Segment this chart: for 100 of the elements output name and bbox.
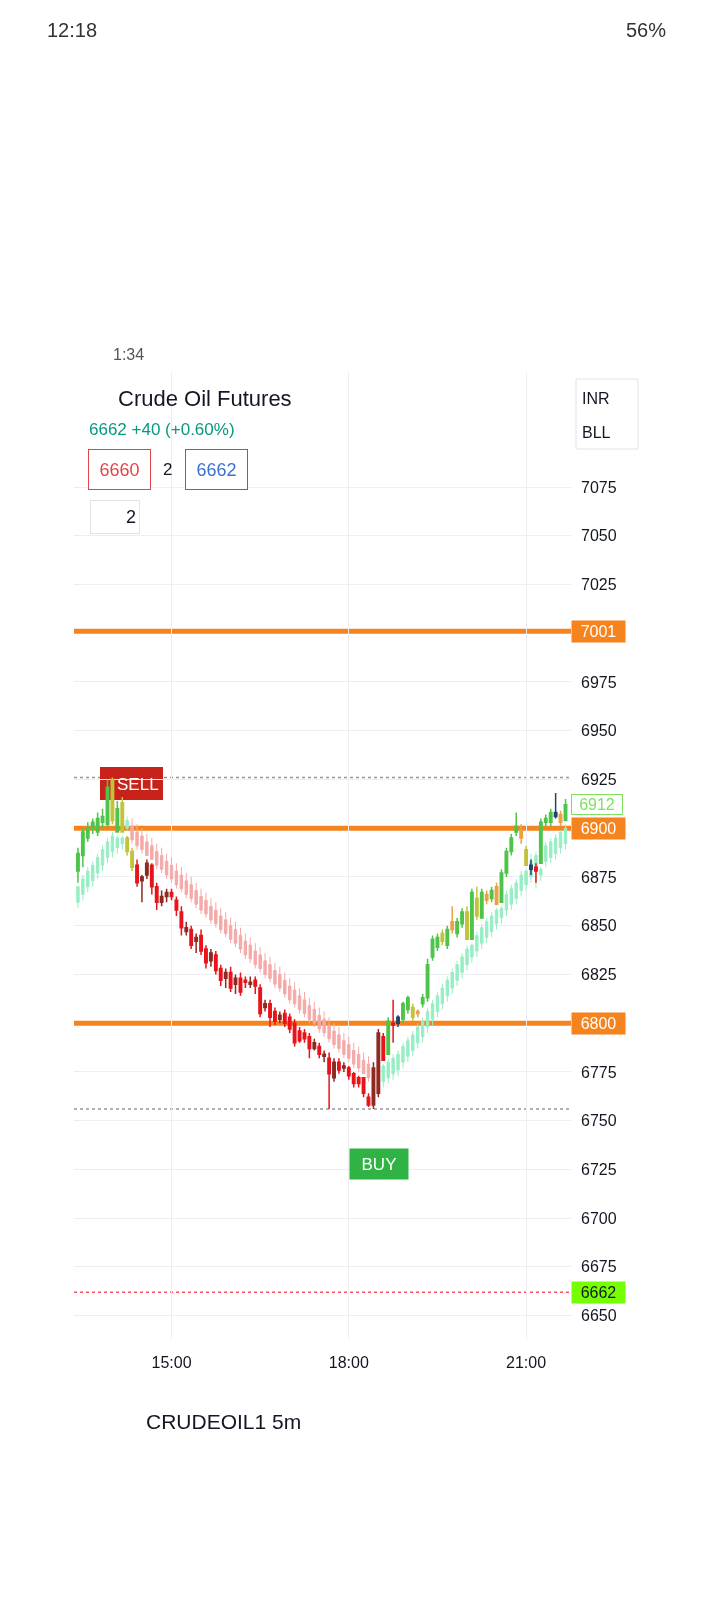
text: 12:18 bbox=[47, 19, 98, 41]
candlestick bbox=[208, 948, 213, 968]
x-tick-label: 18:00 bbox=[328, 1354, 369, 1371]
annotation: BUY bbox=[361, 1154, 397, 1174]
ref-line-label: 7001 bbox=[580, 623, 617, 640]
candlestick bbox=[440, 928, 445, 946]
y-tick-label: 6775 bbox=[581, 1063, 617, 1081]
candlestick bbox=[302, 991, 307, 1018]
candlestick bbox=[563, 823, 568, 851]
candlestick bbox=[243, 932, 248, 960]
candlestick bbox=[169, 856, 174, 884]
candlestick bbox=[307, 1032, 312, 1060]
ref-line-label: 6800 bbox=[580, 1015, 617, 1032]
candlestick bbox=[524, 845, 529, 866]
candlestick bbox=[548, 807, 553, 828]
y-tick-label: 6750 bbox=[581, 1112, 617, 1130]
candlestick bbox=[312, 1038, 317, 1052]
y-tick-label: 6875 bbox=[581, 868, 617, 886]
candlestick bbox=[553, 792, 558, 820]
annotation: 2 bbox=[125, 507, 136, 527]
annotation: SELL bbox=[117, 775, 159, 794]
candlestick bbox=[494, 907, 499, 931]
candlestick bbox=[253, 975, 258, 995]
y-tick-label: 6700 bbox=[581, 1209, 617, 1227]
candlestick bbox=[277, 1010, 282, 1024]
y-tick-label: 6825 bbox=[581, 966, 617, 984]
candlestick bbox=[110, 776, 115, 826]
candlestick bbox=[558, 829, 563, 855]
candlestick bbox=[415, 1008, 420, 1019]
x-tick-label: 21:00 bbox=[506, 1354, 547, 1371]
y-tick-label: 6950 bbox=[581, 722, 617, 740]
candlestick bbox=[248, 975, 253, 989]
text: CRUDEOIL1 5m bbox=[146, 1410, 302, 1433]
y-tick-label: 6850 bbox=[581, 917, 617, 935]
candlestick bbox=[539, 866, 543, 882]
text: 1:34 bbox=[113, 346, 145, 363]
candlestick bbox=[105, 837, 110, 864]
candlestick bbox=[519, 823, 524, 845]
candlestick bbox=[159, 847, 164, 874]
candlestick bbox=[514, 811, 519, 837]
candlestick bbox=[430, 999, 435, 1026]
candlestick bbox=[100, 845, 105, 872]
y-tick-label: 7050 bbox=[581, 527, 617, 545]
candlestick bbox=[263, 999, 268, 1013]
text: BLL bbox=[582, 424, 611, 441]
y-tick-label: 6975 bbox=[581, 673, 617, 691]
x-tick-label: 15:00 bbox=[151, 1354, 192, 1371]
candlestick bbox=[110, 831, 115, 858]
candlestick bbox=[386, 1016, 391, 1056]
annotation: 6660 bbox=[99, 459, 140, 480]
candlestick bbox=[332, 1057, 336, 1083]
candlestick bbox=[144, 858, 149, 880]
candlestick bbox=[184, 921, 189, 937]
candlestick bbox=[410, 1002, 415, 1022]
text: 6662 +40 (+0.60%) bbox=[89, 420, 235, 439]
ref-line-label: 6900 bbox=[580, 820, 617, 837]
candlestick bbox=[179, 905, 184, 937]
candlestick bbox=[258, 983, 263, 1019]
candlestick bbox=[140, 874, 144, 904]
candlestick bbox=[164, 887, 169, 904]
text: 6912 bbox=[579, 796, 615, 813]
candlestick bbox=[474, 885, 479, 921]
candlestick bbox=[164, 853, 169, 880]
candlestick bbox=[391, 999, 396, 1044]
candlestick bbox=[135, 858, 140, 888]
candlestick bbox=[484, 889, 489, 905]
candlestick bbox=[356, 1046, 361, 1073]
candlestick bbox=[223, 967, 228, 989]
candlestick bbox=[228, 965, 233, 993]
candlestick bbox=[450, 905, 455, 935]
text: 56% bbox=[626, 19, 667, 41]
candlestick bbox=[361, 1077, 366, 1098]
candlestick bbox=[336, 1057, 341, 1075]
candlestick bbox=[327, 1051, 332, 1110]
candlestick bbox=[445, 924, 450, 950]
candlestick bbox=[194, 932, 199, 954]
candlestick bbox=[489, 885, 494, 904]
candlestick bbox=[469, 887, 474, 941]
candlestick bbox=[125, 816, 129, 831]
y-tick-label: 6725 bbox=[581, 1160, 617, 1178]
candlestick bbox=[396, 1014, 400, 1028]
y-tick-label: 7075 bbox=[581, 478, 617, 496]
candlestick bbox=[361, 1051, 366, 1075]
candlestick bbox=[465, 905, 469, 941]
y-tick-label: 6925 bbox=[581, 771, 617, 789]
text: INR bbox=[582, 390, 610, 407]
annotation: 6662 bbox=[196, 459, 237, 480]
candlestick bbox=[499, 905, 504, 925]
candlestick bbox=[381, 1032, 386, 1061]
candlestick bbox=[120, 796, 125, 833]
candlestick bbox=[292, 981, 297, 1009]
candlestick bbox=[341, 1061, 346, 1073]
candlestick bbox=[317, 1041, 322, 1060]
annotation: 2 bbox=[163, 460, 173, 479]
candlestick bbox=[307, 997, 312, 1024]
candlestick bbox=[435, 991, 440, 1018]
candlestick bbox=[366, 1055, 371, 1083]
y-tick-label: 6650 bbox=[581, 1307, 617, 1325]
candlestick bbox=[238, 927, 243, 954]
candlestick bbox=[174, 895, 179, 917]
